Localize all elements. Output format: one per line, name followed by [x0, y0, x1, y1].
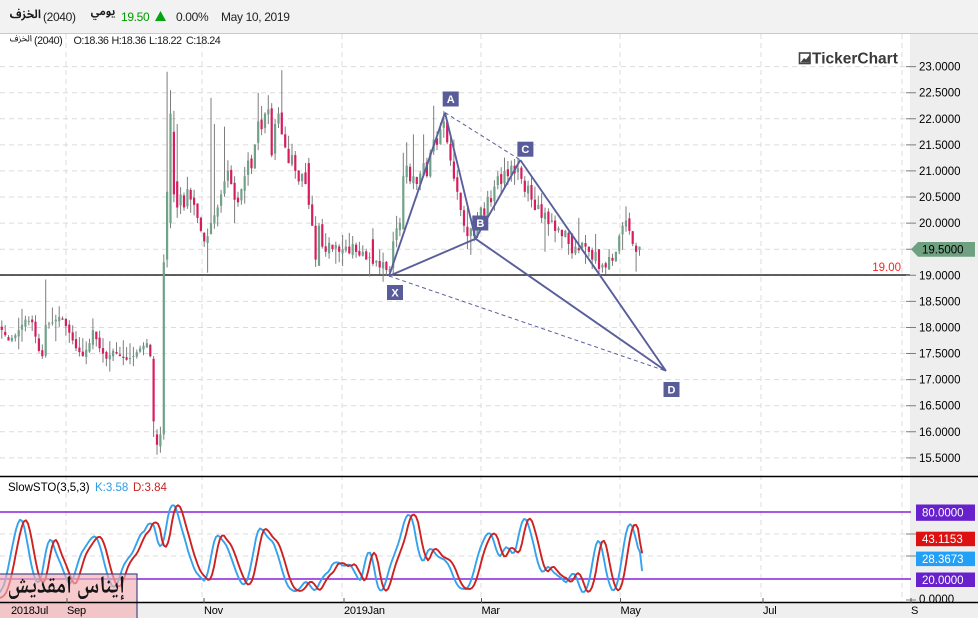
svg-text:(2040): (2040)	[43, 10, 76, 24]
svg-text:28.3673: 28.3673	[922, 554, 964, 566]
svg-text:80.0000: 80.0000	[922, 508, 964, 520]
svg-text:A: A	[447, 94, 455, 106]
svg-text:20.0000: 20.0000	[922, 575, 964, 587]
svg-text:20.0000: 20.0000	[919, 218, 961, 230]
svg-text:C:18.24: C:18.24	[186, 35, 221, 47]
svg-text:K:3.58: K:3.58	[95, 482, 128, 494]
svg-text:Nov: Nov	[204, 605, 224, 617]
svg-text:17.5000: 17.5000	[919, 349, 961, 361]
svg-text:X: X	[391, 288, 399, 300]
svg-text:D:3.84: D:3.84	[133, 482, 167, 494]
svg-text:2019Jan: 2019Jan	[344, 605, 385, 617]
svg-text:S: S	[911, 605, 918, 617]
svg-text:SlowSTO(3,5,3): SlowSTO(3,5,3)	[8, 482, 90, 494]
svg-text:B: B	[476, 218, 484, 230]
svg-text:17.0000: 17.0000	[919, 375, 961, 387]
svg-text:0.0000: 0.0000	[919, 594, 954, 606]
svg-text:23.0000: 23.0000	[919, 62, 961, 74]
svg-text:May: May	[621, 605, 642, 617]
svg-text:2018Jul: 2018Jul	[11, 605, 48, 617]
svg-text:TickerChart: TickerChart	[812, 51, 898, 68]
svg-text:Jul: Jul	[763, 605, 776, 617]
svg-text:15.5000: 15.5000	[919, 453, 961, 465]
svg-text:D: D	[668, 385, 676, 397]
svg-text:18.0000: 18.0000	[919, 323, 961, 335]
svg-text:(2040): (2040)	[34, 35, 62, 47]
svg-text:Sep: Sep	[67, 605, 86, 617]
svg-text:Mar: Mar	[482, 605, 501, 617]
svg-text:19.5000: 19.5000	[922, 244, 964, 256]
svg-text:0.00%: 0.00%	[176, 10, 209, 24]
svg-text:21.5000: 21.5000	[919, 140, 961, 152]
svg-text:C: C	[521, 144, 529, 156]
svg-text:L:18.22: L:18.22	[149, 35, 182, 47]
svg-text:22.0000: 22.0000	[919, 114, 961, 126]
svg-text:16.0000: 16.0000	[919, 427, 961, 439]
svg-text:16.5000: 16.5000	[919, 401, 961, 413]
svg-text:19.0000: 19.0000	[919, 270, 961, 282]
svg-text:20.5000: 20.5000	[919, 192, 961, 204]
svg-text:21.0000: 21.0000	[919, 166, 961, 178]
svg-text:43.1153: 43.1153	[922, 534, 963, 546]
svg-text:May 10, 2019: May 10, 2019	[221, 10, 290, 24]
svg-text:18.5000: 18.5000	[919, 296, 961, 308]
svg-text:O:18.36: O:18.36	[74, 35, 109, 47]
svg-text:19.00: 19.00	[872, 262, 901, 274]
svg-text:19.50: 19.50	[121, 10, 150, 24]
svg-text:H:18.36: H:18.36	[112, 35, 147, 47]
svg-text:22.5000: 22.5000	[919, 88, 961, 100]
